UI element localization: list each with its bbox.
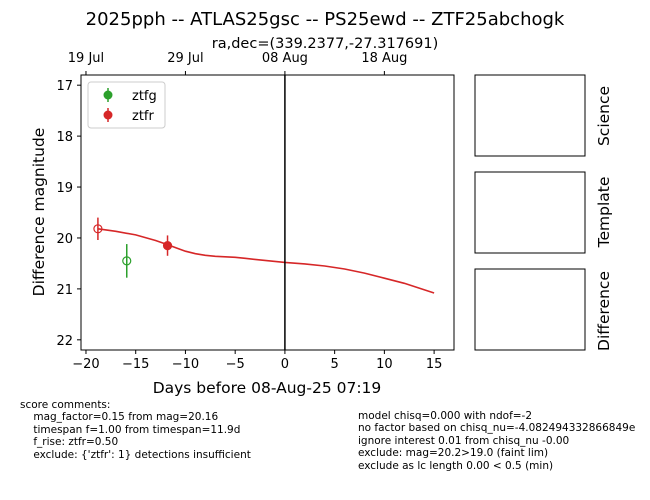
x-tick-label: 15	[426, 357, 443, 372]
x-axis: −20 −15 −10 −5 0 5 10 15	[72, 350, 442, 372]
difference-label: Difference	[595, 271, 613, 351]
x-axis-label: Days before 08-Aug-25 07:19	[153, 379, 382, 397]
x-tick-label: −5	[226, 357, 245, 372]
top-tick-label: 18 Aug	[361, 51, 407, 66]
template-label: Template	[595, 177, 613, 249]
x-tick-label: 10	[376, 357, 393, 372]
x-tick-label: −10	[172, 357, 199, 372]
comment-line: exclude as lc length 0.00 < 0.5 (min)	[358, 459, 554, 472]
data-points-layer	[93, 217, 173, 278]
top-tick-label: 29 Jul	[167, 51, 203, 66]
science-label: Science	[595, 86, 613, 146]
difference-panel	[474, 268, 586, 351]
y-axis: 17 18 19 20 21 22	[56, 79, 81, 349]
model-curve-layer	[97, 228, 435, 294]
y-tick-label: 19	[56, 181, 73, 196]
comment-line: timespan f=1.00 from timespan=11.9d	[20, 423, 241, 436]
y-tick-label: 17	[56, 79, 73, 94]
y-axis-label: Difference magnitude	[30, 128, 48, 297]
x-tick-label: 0	[281, 357, 289, 372]
figure-subtitle: ra,dec=(339.2377,-27.317691)	[212, 36, 438, 52]
model-comments: model chisq=0.000 with ndof=-2 no factor…	[358, 410, 635, 472]
cutout-panels: Science Template Difference	[474, 74, 613, 351]
x-tick-label: 5	[330, 357, 338, 372]
comment-line: score comments:	[20, 399, 111, 411]
science-panel	[474, 74, 586, 157]
legend-marker	[103, 90, 113, 100]
y-tick-label: 22	[56, 334, 73, 349]
comment-line: model chisq=0.000 with ndof=-2	[358, 410, 533, 422]
comment-line: exclude: {'ztfr': 1} detections insuffic…	[20, 448, 251, 461]
model-curve	[97, 228, 435, 294]
plot-frame	[80, 74, 455, 351]
data-point-ztfg	[122, 256, 132, 266]
legend-label: ztfr	[132, 109, 154, 124]
comment-line: ignore interest 0.01 from chisq_nu -0.00	[358, 434, 570, 447]
comment-line: no factor based on chisq_nu=-4.082494332…	[358, 422, 636, 435]
figure-title: 2025pph -- ATLAS25gsc -- PS25ewd -- ZTF2…	[86, 9, 565, 30]
y-tick-label: 18	[56, 130, 73, 145]
comment-line: exclude: mag=20.2>19.0 (faint lim)	[358, 447, 549, 460]
comment-line: mag_factor=0.15 from mag=20.16	[20, 411, 219, 424]
score-comments: score comments: mag_factor=0.15 from mag…	[20, 399, 251, 461]
y-tick-label: 21	[56, 283, 73, 298]
legend-label: ztfg	[132, 89, 157, 104]
plot-area	[80, 74, 455, 351]
top-tick-label: 19 Jul	[68, 51, 104, 66]
data-point-ztfr	[162, 241, 173, 251]
template-panel	[474, 171, 586, 254]
comment-line: f_rise: ztfr=0.50	[20, 436, 119, 449]
x-tick-label: −15	[122, 357, 149, 372]
top-date-axis: 19 Jul 29 Jul 08 Aug 18 Aug	[68, 51, 407, 75]
y-tick-label: 20	[56, 232, 73, 247]
x-tick-label: −20	[72, 357, 99, 372]
legend: ztfg ztfr	[87, 81, 166, 129]
data-point-ztfr	[93, 224, 103, 234]
top-tick-label: 08 Aug	[262, 51, 308, 66]
legend-marker	[103, 110, 113, 120]
